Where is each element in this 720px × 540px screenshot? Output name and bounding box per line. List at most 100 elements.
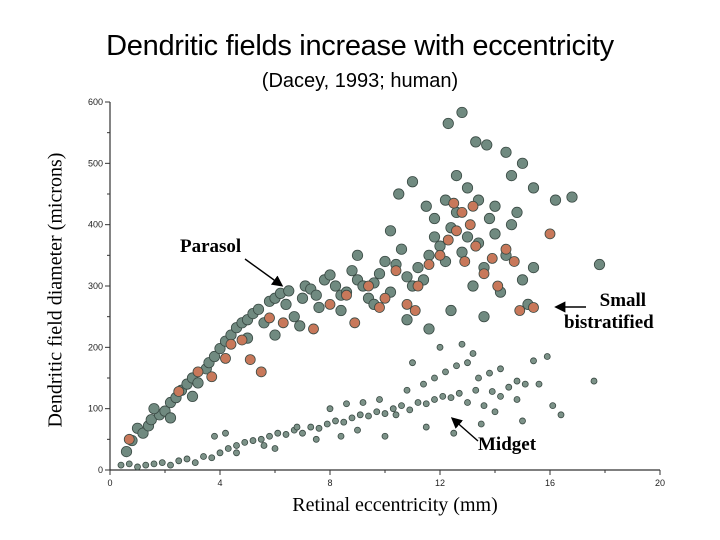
x-tick-label: 8 bbox=[327, 478, 332, 488]
small-bistratified-point bbox=[423, 259, 435, 270]
midget-point bbox=[549, 402, 557, 410]
midget-point bbox=[365, 412, 372, 420]
small-bistratified-label-line-1: Small bbox=[599, 290, 647, 311]
midget-point bbox=[557, 411, 565, 419]
midget-point bbox=[422, 423, 430, 431]
midget-point bbox=[191, 459, 199, 467]
midget-point bbox=[183, 455, 191, 463]
small-bistratified-label-line-2: bistratified bbox=[564, 312, 654, 333]
small-bistratified-point bbox=[379, 292, 391, 304]
parasol-point bbox=[412, 261, 424, 274]
small-bistratified-label: Small bistratified bbox=[564, 290, 654, 334]
midget-point bbox=[513, 396, 521, 403]
midget-point bbox=[134, 463, 141, 471]
midget-point bbox=[373, 408, 381, 416]
parasol-point bbox=[164, 412, 177, 424]
midget-point bbox=[233, 449, 240, 457]
parasol-point bbox=[442, 117, 454, 130]
midget-point bbox=[271, 445, 279, 452]
parasol-point bbox=[393, 188, 405, 200]
parasol-point bbox=[456, 106, 468, 119]
small-bistratified-point bbox=[390, 265, 402, 277]
parasol-point bbox=[186, 390, 199, 402]
midget-point bbox=[216, 449, 224, 457]
parasol-point bbox=[489, 228, 501, 240]
midget-point bbox=[480, 402, 488, 410]
small-bistratified-point bbox=[456, 206, 468, 218]
midget-point bbox=[142, 461, 150, 469]
chart-subtitle: (Dacey, 1993; human) bbox=[261, 70, 459, 92]
small-bistratified-point bbox=[467, 200, 479, 212]
small-bistratified-point bbox=[206, 371, 218, 383]
small-bistratified-point bbox=[374, 302, 385, 313]
midget-point bbox=[381, 432, 389, 440]
x-tick-label: 20 bbox=[655, 478, 665, 488]
parasol-point bbox=[461, 182, 474, 194]
midget-point bbox=[491, 408, 499, 416]
parasol-label: Parasol bbox=[180, 236, 242, 257]
parasol-point bbox=[516, 274, 529, 286]
midget-point bbox=[409, 359, 416, 367]
small-bistratified-point bbox=[192, 366, 204, 378]
midget-point bbox=[398, 402, 405, 410]
small-bistratified-point bbox=[244, 354, 256, 366]
midget-point bbox=[414, 399, 422, 406]
parasol-point bbox=[428, 212, 441, 225]
midget-point bbox=[260, 442, 268, 449]
x-tick-label: 0 bbox=[107, 478, 112, 488]
midget-point bbox=[513, 377, 521, 385]
parasol-point bbox=[566, 191, 578, 203]
midget-point bbox=[150, 460, 158, 468]
y-axis-label: Dendritic field diameter (microns) bbox=[44, 152, 67, 428]
midget-point bbox=[389, 405, 397, 413]
y-tick-label: 0 bbox=[98, 465, 103, 475]
midget-point bbox=[307, 423, 315, 431]
midget-point bbox=[477, 420, 485, 428]
midget-point bbox=[469, 350, 477, 357]
parasol-point bbox=[296, 292, 309, 304]
parasol-point bbox=[208, 350, 221, 363]
midget-point bbox=[403, 386, 411, 394]
parasol-point bbox=[346, 265, 358, 277]
midget-point bbox=[208, 454, 216, 462]
small-bistratified-point bbox=[363, 280, 374, 292]
small-bistratified-point bbox=[349, 317, 361, 329]
y-tick-label: 400 bbox=[88, 220, 103, 230]
parasol-point bbox=[470, 136, 482, 148]
midget-point bbox=[167, 461, 174, 469]
midget-point bbox=[420, 380, 427, 388]
midget-point bbox=[158, 459, 166, 467]
small-bistratified-point bbox=[324, 298, 336, 310]
y-tick-label: 100 bbox=[88, 404, 103, 414]
midget-point bbox=[497, 392, 504, 400]
midget-point bbox=[222, 429, 229, 437]
small-bistratified-point bbox=[492, 280, 504, 292]
midget-point bbox=[431, 374, 438, 382]
midget-point bbox=[450, 429, 458, 437]
midget-point bbox=[224, 445, 232, 452]
parasol-point bbox=[467, 280, 479, 292]
parasol-point bbox=[310, 289, 322, 301]
parasol-point bbox=[351, 249, 364, 261]
parasol-point bbox=[489, 200, 501, 212]
parasol-point bbox=[288, 311, 300, 323]
parasol-point bbox=[505, 170, 518, 182]
midget-point bbox=[337, 432, 345, 440]
small-bistratified-point bbox=[308, 323, 319, 335]
midget-point bbox=[505, 383, 513, 391]
midget-point bbox=[359, 399, 367, 406]
parasol-point bbox=[593, 258, 606, 271]
x-axis-label: Retinal eccentricity (mm) bbox=[292, 494, 498, 516]
midget-point bbox=[274, 429, 282, 437]
parasol-point bbox=[283, 285, 295, 297]
midget-point bbox=[233, 442, 240, 449]
parasol-point bbox=[373, 268, 386, 280]
parasol-point bbox=[461, 231, 474, 243]
small-bistratified-point bbox=[500, 243, 512, 255]
small-bistratified-point bbox=[478, 268, 490, 280]
midget-point bbox=[381, 410, 389, 417]
midget-series bbox=[117, 340, 598, 471]
parasol-point bbox=[456, 246, 468, 258]
